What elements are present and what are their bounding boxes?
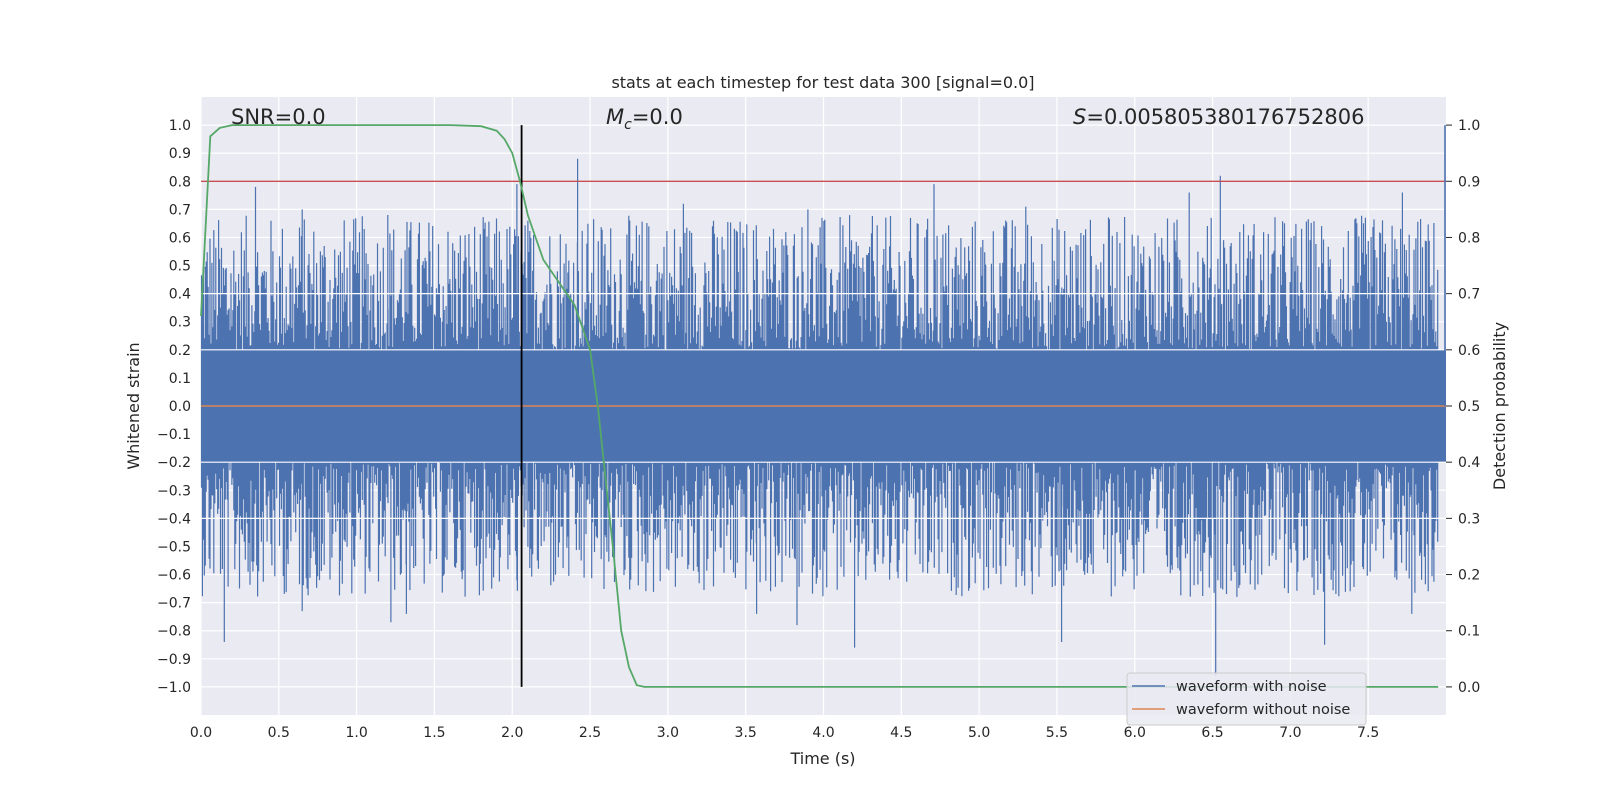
x-axis-ticks: 0.0 0.5 1.0 1.5 2.0 2.5 3.0 3.5 4.0 4.5 5.0 5.5 6.0 6… [190,725,1379,741]
y-right-tick-label: 1.0 [1458,118,1480,134]
y-tick-label: −0.8 [157,624,191,640]
y-tick-label: −0.7 [157,596,191,612]
x-tick-label: 3.0 [657,725,679,741]
y-tick-label: −0.9 [157,652,191,668]
y-tick-label: −0.3 [157,483,191,499]
mc-subscript: c [624,117,632,133]
y-right-tick-label: 0.5 [1458,399,1480,415]
y-tick-label: 0.8 [169,174,191,190]
x-tick-label: 7.0 [1279,725,1301,741]
x-tick-label: 5.0 [968,725,990,741]
y-right-tick-label: 0.3 [1458,511,1480,527]
legend-label-clean: waveform without noise [1176,702,1350,718]
s-symbol: S [1073,105,1086,129]
y-right-tick-label: 0.1 [1458,624,1480,640]
x-tick-label: 7.5 [1357,725,1379,741]
x-tick-label: 1.0 [345,725,367,741]
x-tick-label: 6.5 [1201,725,1223,741]
y-axis-ticks: 1.0 0.9 0.8 0.7 0.6 0.5 0.4 0.3 0.2 0.1 0.0 −0.1 −0.… [157,118,191,696]
mc-symbol: M [606,105,624,129]
y-tick-label: 0.1 [169,371,191,387]
x-tick-label: 2.5 [579,725,601,741]
y-right-tick-label: 0.2 [1458,568,1480,584]
y-right-tick-label: 0.7 [1458,287,1480,303]
y-tick-label: −0.2 [157,455,191,471]
y-tick-label: −0.6 [157,568,191,584]
legend-box [1126,672,1367,726]
x-tick-label: 0.5 [268,725,290,741]
y-tick-label: 0.0 [169,399,191,415]
y-right-tick-label: 0.0 [1458,680,1480,696]
y-right-tick-label: 0.8 [1458,230,1480,246]
legend: waveform with noise waveform without noi… [1126,672,1367,726]
y-tick-label: −0.5 [157,539,191,555]
x-tick-label: 4.0 [812,725,834,741]
y-tick-label: 0.7 [169,202,191,218]
snr-annotation: SNR=0.0 [231,105,326,129]
y-tick-label: 0.3 [169,315,191,331]
y-tick-label: 0.9 [169,146,191,162]
x-tick-label: 4.5 [890,725,912,741]
mc-annotation: Mc=0.0 [606,105,683,133]
s-value: =0.005805380176752806 [1086,105,1364,129]
y-tick-label: 0.2 [169,343,191,359]
y-tick-label: 0.5 [169,259,191,275]
x-tick-label: 2.0 [501,725,523,741]
y-right-axis-label: Detection probability [1490,322,1509,490]
mc-value: =0.0 [632,105,683,129]
x-tick-label: 6.0 [1124,725,1146,741]
y-axis-label: Whitened strain [124,342,143,469]
legend-label-noise: waveform with noise [1176,679,1327,695]
probability-line [200,124,1439,688]
chart-title: stats at each timestep for test data 300… [611,73,1034,92]
y-tick-label: 1.0 [169,118,191,134]
y-right-tick-label: 0.4 [1458,455,1480,471]
y-tick-label: 0.6 [169,230,191,246]
y-tick-label: −1.0 [157,680,191,696]
x-tick-label: 3.5 [735,725,757,741]
lines-layer [200,124,1446,688]
x-tick-label: 5.5 [1046,725,1068,741]
x-axis-label: Time (s) [789,749,855,768]
x-tick-label: 1.5 [423,725,445,741]
y-tick-label: −0.4 [157,511,191,527]
y-tick-label: −0.1 [157,427,191,443]
y-right-axis-ticks: 1.0 0.9 0.8 0.7 0.6 0.5 0.4 0.3 0.2 0.1 0.0 [1446,118,1480,696]
s-annotation: S=0.005805380176752806 [1073,105,1364,129]
x-tick-label: 0.0 [190,725,212,741]
y-tick-label: 0.4 [169,287,191,303]
y-right-tick-label: 0.6 [1458,343,1480,359]
y-right-tick-label: 0.9 [1458,174,1480,190]
